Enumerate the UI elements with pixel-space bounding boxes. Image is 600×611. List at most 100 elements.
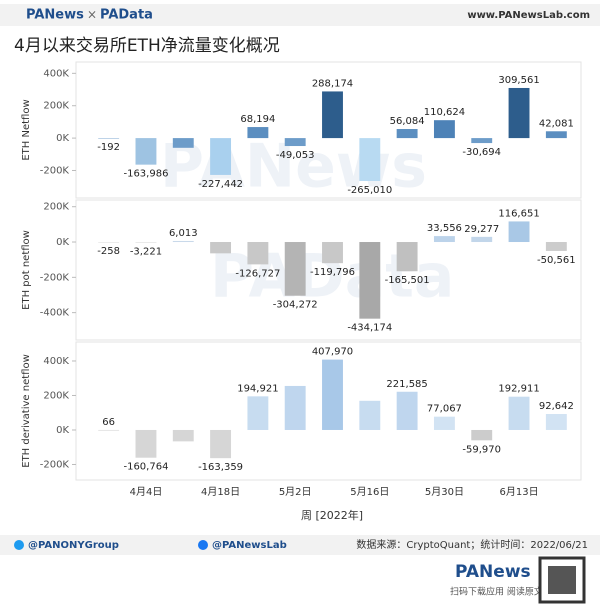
footer-source: 数据来源：CryptoQuant；统计时间：2022/06/21 bbox=[356, 538, 588, 551]
data-label: 29,277 bbox=[464, 224, 499, 235]
x-tick-label: 5月2日 bbox=[279, 486, 312, 498]
data-label: -126,727 bbox=[235, 268, 280, 279]
data-label: -119,796 bbox=[310, 267, 355, 278]
data-label: -258 bbox=[97, 246, 120, 257]
bar bbox=[247, 396, 269, 430]
bar bbox=[210, 242, 232, 254]
data-label: 192,911 bbox=[498, 384, 539, 395]
data-label: 110,624 bbox=[424, 107, 465, 118]
bar bbox=[508, 396, 530, 430]
bar bbox=[284, 242, 306, 296]
bar bbox=[98, 242, 120, 243]
bar bbox=[284, 385, 306, 430]
y-tick-label: 200K bbox=[43, 202, 69, 213]
bar bbox=[359, 138, 381, 182]
bar bbox=[545, 413, 567, 430]
bar bbox=[98, 138, 120, 139]
data-label: 194,921 bbox=[237, 383, 278, 394]
panel-frame bbox=[75, 199, 582, 341]
x-tick-label: 5月16日 bbox=[350, 486, 389, 498]
logo-times: × bbox=[87, 8, 97, 22]
logo-right: PAData bbox=[100, 8, 153, 23]
data-label: 116,651 bbox=[498, 208, 539, 219]
footer-bar bbox=[0, 535, 600, 555]
data-label: -227,442 bbox=[198, 179, 243, 190]
x-tick-label: 4月18日 bbox=[201, 486, 240, 498]
data-label: 68,194 bbox=[240, 114, 275, 125]
x-tick-label: 5月30日 bbox=[425, 486, 464, 498]
bar bbox=[135, 138, 157, 165]
panel-frame bbox=[75, 341, 582, 481]
bar bbox=[210, 138, 232, 175]
footer-twitter: @PANONYGroup bbox=[28, 540, 119, 551]
bar bbox=[322, 242, 343, 264]
bar bbox=[359, 400, 381, 430]
facebook-icon bbox=[198, 540, 208, 550]
y-tick-label: -400K bbox=[40, 308, 70, 319]
data-label: -3,221 bbox=[130, 247, 162, 258]
bar bbox=[284, 138, 306, 147]
data-label: -163,986 bbox=[123, 169, 168, 180]
x-axis-label: 周 [2022年] bbox=[301, 508, 363, 522]
data-label: 66 bbox=[102, 417, 115, 428]
y-tick-label: 0K bbox=[56, 425, 69, 436]
data-label: -49,053 bbox=[276, 150, 315, 161]
data-label: 221,585 bbox=[386, 379, 427, 390]
y-tick-label: 400K bbox=[43, 356, 69, 367]
y-tick-label: 0K bbox=[56, 237, 69, 248]
y-tick-label: 200K bbox=[43, 390, 69, 401]
data-label: -192 bbox=[97, 142, 120, 153]
bar bbox=[471, 429, 493, 441]
bar bbox=[433, 120, 455, 139]
y-tick-label: 200K bbox=[43, 101, 69, 112]
bar bbox=[545, 242, 567, 251]
data-label: -434,174 bbox=[347, 323, 392, 334]
footer-facebook: @PANewsLab bbox=[212, 540, 287, 551]
x-tick-label: 6月13日 bbox=[499, 486, 538, 498]
bar bbox=[396, 129, 418, 139]
data-label: 6,013 bbox=[169, 228, 198, 239]
bar bbox=[172, 138, 194, 148]
header-url: www.PANewsLab.com bbox=[467, 10, 590, 21]
bar bbox=[471, 138, 493, 144]
data-label: 288,174 bbox=[312, 78, 353, 89]
bar bbox=[508, 87, 530, 139]
x-tick-label: 4月4日 bbox=[130, 486, 163, 498]
data-label: 92,642 bbox=[539, 401, 574, 412]
data-label: 77,067 bbox=[427, 404, 462, 415]
data-label: 42,081 bbox=[539, 118, 574, 129]
y-axis-label: ETH pot netflow bbox=[21, 230, 32, 310]
bar bbox=[135, 242, 157, 243]
data-label: -59,970 bbox=[462, 444, 501, 455]
data-label: 407,970 bbox=[312, 347, 353, 358]
twitter-icon bbox=[14, 540, 24, 550]
bar bbox=[508, 221, 530, 243]
y-axis-label: ETH derivative netflow bbox=[21, 354, 32, 468]
bar bbox=[247, 242, 269, 265]
data-label: 309,561 bbox=[498, 75, 539, 86]
bar bbox=[396, 391, 418, 430]
bar bbox=[210, 429, 232, 459]
chart-title: 4月以来交易所ETH净流量变化概况 bbox=[14, 36, 280, 56]
data-label: -163,359 bbox=[198, 462, 243, 473]
bar bbox=[545, 131, 567, 139]
bar bbox=[433, 416, 455, 430]
plots: ETH Netflow -200K 0K 200K 400K -192 -163,986 -2… bbox=[21, 61, 582, 498]
y-tick-label: 400K bbox=[43, 68, 69, 79]
y-tick-label: 0K bbox=[56, 133, 69, 144]
bar bbox=[172, 240, 194, 243]
bar bbox=[135, 429, 157, 458]
bar bbox=[322, 91, 343, 139]
bar bbox=[98, 429, 120, 431]
data-label: -265,010 bbox=[347, 185, 392, 196]
bar bbox=[322, 359, 343, 430]
bar bbox=[396, 242, 418, 272]
data-label: -30,694 bbox=[462, 147, 501, 158]
y-tick-label: -200K bbox=[40, 165, 70, 176]
bar bbox=[359, 242, 381, 319]
data-label: -50,561 bbox=[537, 255, 576, 266]
bar bbox=[247, 127, 269, 139]
data-label: -165,501 bbox=[385, 275, 430, 286]
